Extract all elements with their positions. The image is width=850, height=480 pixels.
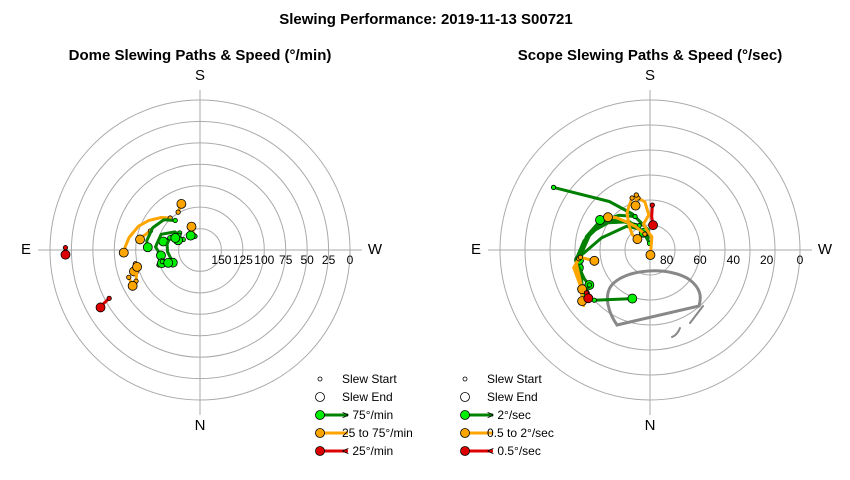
radial-tick-label: 20 (760, 253, 774, 267)
legend-label-slow: < 25°/min (342, 444, 393, 458)
slew-path-fast (574, 220, 648, 287)
radial-tick-label: 125 (233, 253, 253, 267)
scope-dir-bottom: N (645, 417, 656, 434)
slew-start-marker (633, 192, 639, 198)
scope-dir-left: E (471, 241, 481, 258)
slew-end-marker (186, 221, 197, 232)
legend-label-medium: 0.5 to 2°/sec (487, 426, 554, 440)
legends: Slew Start Slew End > 75°/min 25 to 75°/min… (315, 372, 554, 458)
slew-start-marker (550, 184, 557, 190)
legend-label-start: Slew Start (487, 372, 542, 386)
dome-dir-top: S (195, 67, 205, 84)
legend-label-slow: < 0.5°/sec (487, 444, 541, 458)
legend-label-end: Slew End (342, 390, 393, 404)
dome-dir-left: E (21, 241, 31, 258)
radial-tick-label: 100 (254, 253, 274, 267)
radial-tick-label: 40 (727, 253, 741, 267)
scope-radial-ticks: 80 60 40 20 0 (660, 253, 804, 267)
radial-tick-label: 150 (211, 253, 231, 267)
radial-tick-label: 80 (660, 253, 674, 267)
slew-path-medium (625, 196, 639, 241)
legend-end-symbol (315, 392, 325, 402)
dome-radial-ticks: 150 125 100 75 50 25 0 (211, 253, 353, 267)
slew-end-marker (170, 233, 181, 243)
legend-marker-medium (460, 428, 470, 438)
slew-end-marker (603, 212, 613, 223)
legend-marker-slow (460, 446, 470, 456)
radial-tick-label: 60 (693, 253, 707, 267)
legend-start-symbol (317, 376, 323, 382)
slew-end-marker (95, 302, 106, 313)
legend-marker-fast (460, 410, 470, 420)
legend-marker-medium (315, 428, 325, 438)
figure-title: Slewing Performance: 2019-11-13 S00721 (279, 11, 573, 28)
slew-end-marker (583, 293, 594, 304)
dome-dir-right: W (368, 241, 383, 258)
slew-end-marker (163, 257, 174, 268)
slew-end-marker (185, 230, 196, 241)
legend-label-start: Slew Start (342, 372, 397, 386)
slew-end-marker (645, 250, 656, 260)
slew-end-marker (142, 242, 153, 253)
slew-path-fast (592, 297, 634, 302)
slew-path-medium (122, 216, 172, 255)
slew-start-marker (642, 231, 648, 237)
slew-start-marker (62, 245, 69, 251)
legend-start-symbol (462, 376, 468, 382)
scope-slews (550, 184, 658, 308)
dome-title: Dome Slewing Paths & Speed (°/min) (69, 47, 332, 64)
slew-start-marker (649, 202, 655, 208)
radial-tick-label: 25 (322, 253, 336, 267)
slew-end-marker (632, 234, 643, 244)
slew-start-marker (106, 295, 112, 301)
slew-path-medium (606, 215, 647, 236)
radial-tick-label: 75 (279, 253, 293, 267)
slew-path-fast (154, 230, 181, 257)
dome-dir-bottom: N (195, 417, 206, 434)
legend-end-symbol (460, 392, 470, 402)
radial-tick-label: 0 (797, 253, 804, 267)
slew-start-marker (172, 217, 178, 224)
radial-tick-label: 0 (347, 253, 354, 267)
slew-end-marker (127, 280, 138, 291)
slew-end-marker (132, 261, 142, 272)
radial-tick-label: 50 (300, 253, 314, 267)
slew-end-marker (118, 247, 129, 258)
scope-dir-right: W (818, 241, 833, 258)
slew-start-marker (126, 274, 132, 280)
slew-start-marker (175, 209, 181, 215)
dome-grid (38, 90, 362, 415)
slew-end-marker (589, 255, 600, 266)
slew-end-marker (176, 199, 187, 209)
legend-label-end: Slew End (487, 390, 538, 404)
scope-dir-top: S (645, 67, 655, 84)
legend-marker-fast (315, 410, 325, 420)
slew-start-marker (586, 282, 592, 288)
slew-end-marker (135, 234, 145, 245)
scope-panel: Scope Slewing Paths & Speed (°/sec) S E … (471, 47, 833, 434)
legend-label-fast: > 75°/min (342, 408, 393, 422)
slew-path-medium (636, 196, 654, 257)
legend-label-medium: 25 to 75°/min (342, 426, 413, 440)
slew-start-marker (632, 213, 638, 220)
dome-slews (60, 199, 198, 313)
legend-marker-slow (315, 446, 325, 456)
slew-end-marker (630, 200, 641, 211)
slew-end-marker (60, 249, 71, 260)
slew-start-marker (629, 195, 635, 201)
scope-obstruction-outline (605, 269, 704, 338)
dome-panel: Dome Slewing Paths & Speed (°/min) S E W… (21, 47, 383, 434)
scope-title: Scope Slewing Paths & Speed (°/sec) (518, 47, 782, 64)
legend-label-fast: > 2°/sec (487, 408, 531, 422)
slew-start-marker (577, 254, 583, 260)
slew-end-marker (627, 293, 638, 304)
slew-end-marker (648, 220, 658, 231)
